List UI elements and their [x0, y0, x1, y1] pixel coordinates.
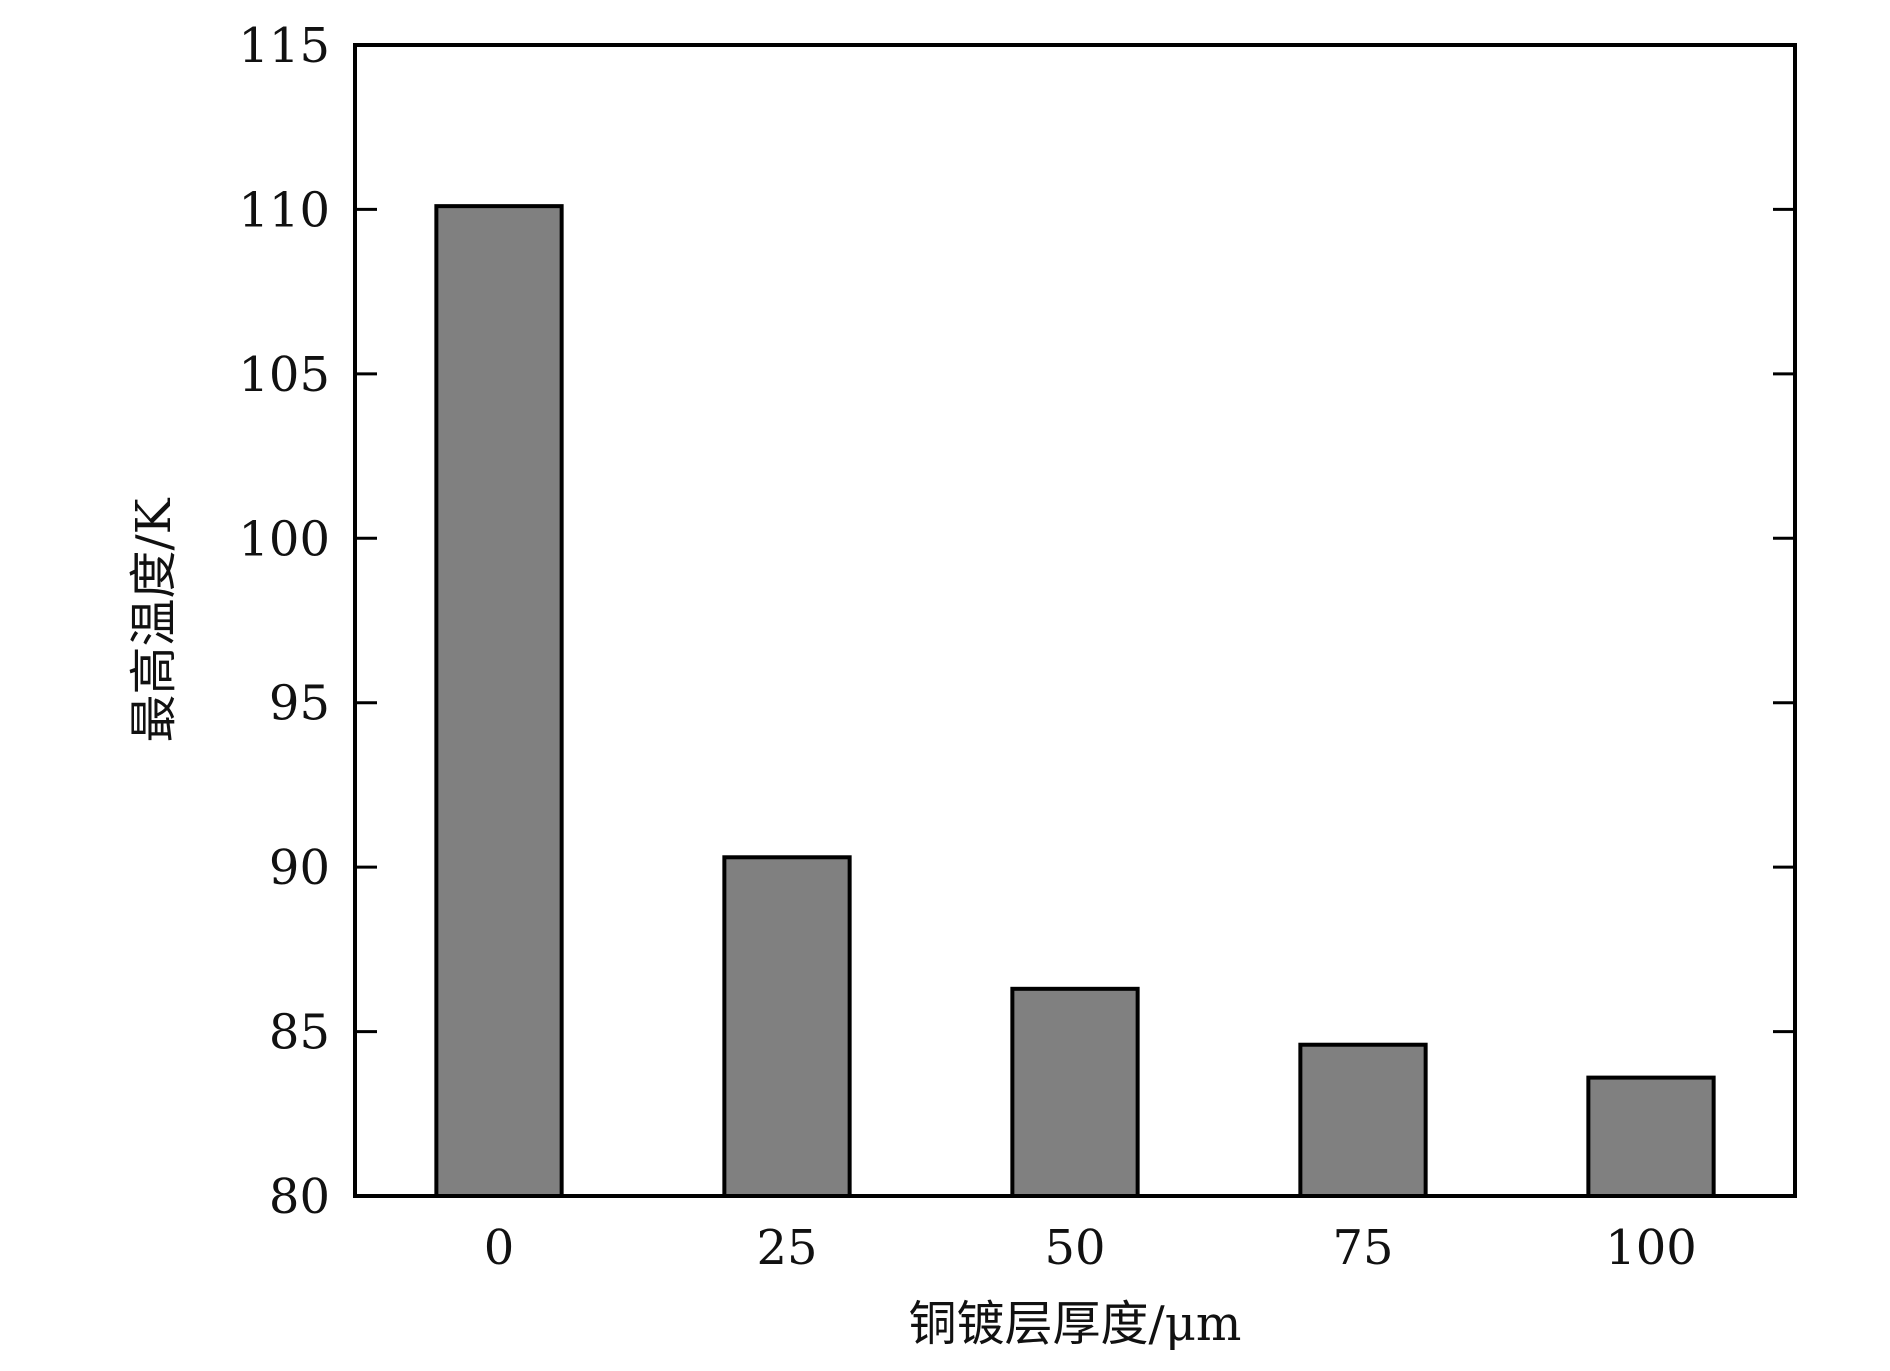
y-tick-label-115: 115 — [238, 18, 330, 74]
x-tick-label-0: 0 — [484, 1220, 515, 1276]
y-tick-label-80: 80 — [269, 1169, 330, 1225]
y-tick-label-100: 100 — [238, 511, 330, 567]
y-tick-label-105: 105 — [238, 347, 330, 403]
bars-group — [434, 204, 1716, 1199]
x-tick-label-75: 75 — [1332, 1220, 1393, 1276]
x-tick-label-25: 25 — [756, 1220, 817, 1276]
bar-100 — [1586, 1075, 1716, 1199]
bar-25 — [722, 855, 852, 1199]
plot-frame — [353, 43, 1797, 1198]
x-axis-ticks: 0 25 50 75 100 — [484, 1220, 1697, 1276]
bar-50 — [1010, 986, 1140, 1198]
y-axis-title: 最高温度/K — [126, 497, 182, 742]
x-tick-label-50: 50 — [1044, 1220, 1105, 1276]
bar-75 — [1298, 1042, 1428, 1198]
x-axis-title: 铜镀层厚度/μm — [909, 1296, 1242, 1352]
y-tick-label-95: 95 — [269, 676, 330, 732]
y-tick-label-90: 90 — [269, 840, 330, 896]
y-tick-label-110: 110 — [238, 182, 330, 238]
x-tick-label-100: 100 — [1605, 1220, 1697, 1276]
y-tick-label-85: 85 — [269, 1005, 330, 1061]
bar-0 — [434, 204, 564, 1198]
y-axis-ticks: 80 85 90 95 100 105 110 115 — [238, 18, 1795, 1225]
